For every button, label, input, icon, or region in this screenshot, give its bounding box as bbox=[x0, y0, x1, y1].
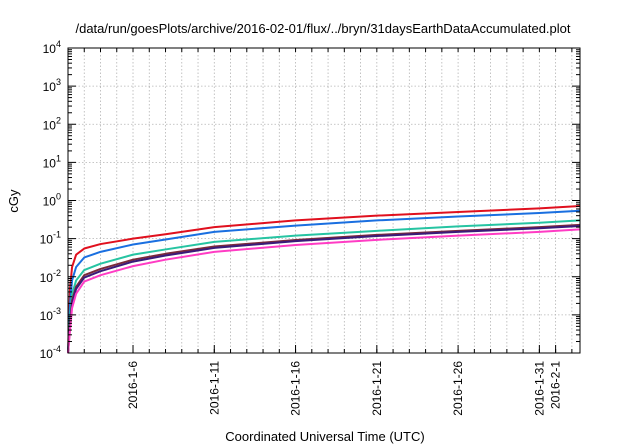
y-tick-exponent: 3 bbox=[56, 77, 61, 87]
y-tick-exponent: -1 bbox=[53, 230, 61, 240]
y-tick-label: 102 bbox=[43, 115, 61, 132]
y-tick-label: 103 bbox=[43, 77, 61, 94]
x-tick-label: 2016-1-6 bbox=[126, 361, 140, 409]
x-tick-label: 2016-1-31 bbox=[532, 361, 546, 416]
y-tick-base: 10 bbox=[40, 309, 54, 323]
y-tick-base: 10 bbox=[40, 271, 54, 285]
y-tick-label: 10-2 bbox=[40, 268, 61, 285]
y-tick-label: 10-3 bbox=[40, 306, 61, 323]
y-tick-exponent: 4 bbox=[56, 39, 61, 49]
y-tick-label: 10-4 bbox=[40, 344, 61, 361]
x-tick-label: 2016-1-21 bbox=[370, 361, 384, 416]
y-tick-label: 10-1 bbox=[40, 230, 61, 247]
y-tick-base: 10 bbox=[40, 233, 54, 247]
y-tick-base: 10 bbox=[43, 80, 57, 94]
series-line-5 bbox=[67, 224, 581, 354]
x-axis-label: Coordinated Universal Time (UTC) bbox=[225, 429, 424, 444]
x-tick-label: 2016-2-1 bbox=[549, 361, 563, 409]
y-tick-base: 10 bbox=[43, 42, 57, 56]
y-tick-exponent: -2 bbox=[53, 268, 61, 278]
x-tick-label: 2016-1-16 bbox=[289, 361, 303, 416]
x-tick-label: 2016-1-11 bbox=[207, 361, 221, 415]
grid-lines bbox=[68, 48, 580, 353]
y-tick-exponent: 1 bbox=[56, 153, 61, 163]
series-lines bbox=[67, 204, 581, 354]
x-tick-labels: 2016-1-6 2016-1-11 2016-1-16 2016-1-21 2016-… bbox=[126, 361, 563, 416]
y-tick-exponent: 0 bbox=[56, 192, 61, 202]
chart-title: /data/run/goesPlots/archive/2016-02-01/f… bbox=[75, 21, 570, 36]
series-line-1 bbox=[67, 204, 581, 354]
y-axis-label: cGy bbox=[6, 189, 21, 213]
y-tick-base: 10 bbox=[43, 156, 57, 170]
y-tick-exponent: 2 bbox=[56, 115, 61, 125]
y-tick-exponent: -4 bbox=[53, 344, 61, 354]
y-tick-base: 10 bbox=[43, 118, 57, 132]
series-line-3 bbox=[67, 219, 581, 354]
series-line-6 bbox=[67, 228, 581, 354]
x-tick-label: 2016-1-26 bbox=[451, 361, 465, 416]
y-tick-label: 104 bbox=[43, 39, 61, 56]
axis-ticks bbox=[68, 47, 580, 354]
y-tick-exponent: -3 bbox=[53, 306, 61, 316]
y-tick-base: 10 bbox=[40, 347, 54, 361]
y-tick-label: 100 bbox=[43, 192, 61, 209]
y-tick-base: 10 bbox=[43, 195, 57, 209]
y-tick-label: 101 bbox=[43, 153, 61, 170]
series-line-2 bbox=[67, 209, 581, 354]
